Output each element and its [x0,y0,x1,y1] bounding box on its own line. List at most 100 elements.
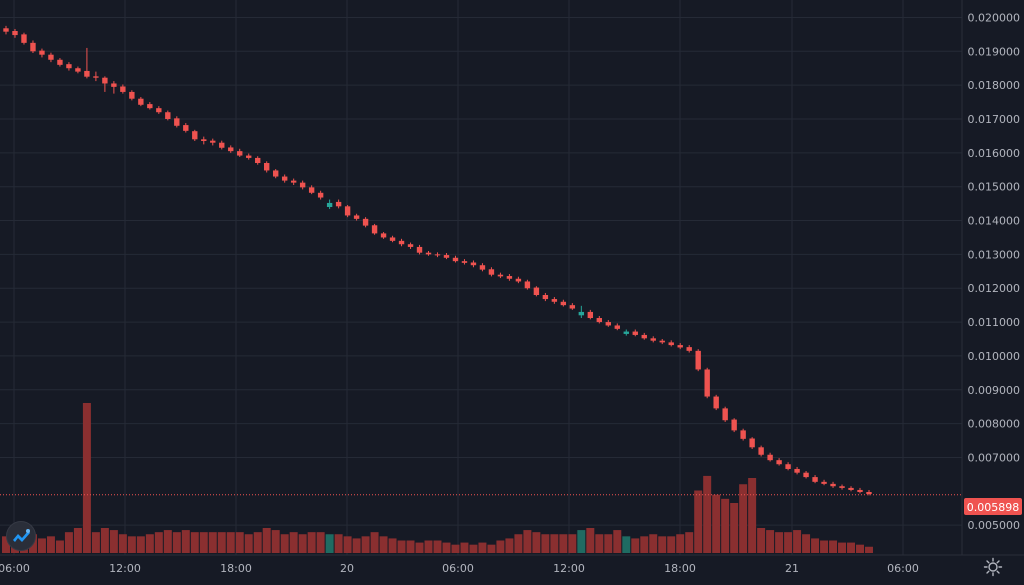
time-axis[interactable]: 06:00 12:00 18:00 20 06:00 12:00 18:00 21 06:00 [0,562,919,575]
candle-body [857,489,863,492]
last-price-tag: 0.005898 [964,498,1022,515]
volume-bar [658,536,667,553]
volume-bar [460,542,469,553]
volume-bar [289,532,298,553]
volume-bar [397,540,406,553]
candle-body [506,276,513,279]
candle-body [605,322,611,326]
volume-bar [604,534,613,553]
candle-body [722,408,728,421]
candle-body [30,42,36,52]
volume-bar [811,538,820,553]
price-tick-label: 0.017000 [968,113,1021,126]
candle-body [281,176,288,181]
volume-bar [550,534,559,553]
volume-bar [46,536,55,553]
volume-bar [361,536,370,553]
candle-body [632,331,638,335]
price-tick-label: 0.011000 [968,316,1021,329]
time-tick-label: 06:00 [887,562,919,575]
candle-body [650,338,656,341]
candle-body [129,91,135,99]
candle-body [704,369,710,397]
candle-body [335,201,342,207]
volume-bar [865,546,873,553]
price-tick-label: 0.019000 [968,45,1021,58]
candle-body [344,206,351,216]
candle-body [264,163,270,171]
price-tick-label: 0.016000 [968,147,1021,160]
volume-bar [505,538,514,553]
time-tick-label: 12:00 [553,562,585,575]
volume-bar [829,540,838,553]
volume-bar [784,532,793,553]
price-tick-label: 0.015000 [968,181,1021,194]
candle-body [794,468,800,473]
candle-body [659,340,665,343]
candle-body [641,334,647,339]
volume-bar [478,542,487,553]
candle-body [569,305,576,309]
volume-bar [694,490,703,553]
price-tick-label: 0.007000 [968,451,1021,464]
candle-body [803,472,809,478]
volume-bar [532,532,541,553]
candle-body [812,477,818,482]
price-tick-label: 0.013000 [968,248,1021,261]
price-axis[interactable]: 0.020000 0.019000 0.018000 0.017000 0.016000… [968,11,1021,532]
volume-bar [793,530,802,553]
candle-body [425,252,432,255]
volume-bar [163,530,172,553]
volume-bar [217,532,226,553]
candle-body [488,269,495,275]
volume-bar [145,534,154,553]
candle-body [596,318,603,323]
volume-bar [307,532,316,553]
volume-bar [775,532,784,553]
volume-bar [496,540,505,553]
candle-body [677,345,683,348]
candle-body [407,244,414,247]
volume-bar [442,542,451,553]
volume-bar [262,528,271,553]
volume-bar [541,534,550,553]
volume-bar [685,532,694,553]
gear-icon[interactable] [982,556,1004,578]
volume-bar [766,530,775,553]
candle-body [524,281,531,289]
candle-body [578,311,585,316]
candle-body [219,142,225,148]
volume-bar [109,530,118,553]
candle-body [165,112,171,119]
candle-body [515,278,522,282]
volume-bar [253,532,262,553]
candle-body [147,104,153,109]
volume-bar [640,536,649,553]
time-tick-label: 06:00 [0,562,30,575]
price-tick-label: 0.012000 [968,282,1021,295]
volume-bar [613,530,622,553]
candle-body [93,76,99,78]
candle-body [695,350,701,370]
candle-body [138,98,144,105]
price-candles [3,25,872,496]
candle-body [299,182,306,188]
candle-body [246,155,252,158]
volume-bar [712,494,721,553]
volume-bar [154,532,163,553]
volume-bar [316,532,325,553]
volume-bar [568,534,577,553]
candle-body [389,237,396,241]
time-tick-label: 06:00 [442,562,474,575]
price-tick-label: 0.008000 [968,418,1021,431]
candle-body [758,447,764,455]
volume-bar [523,530,532,553]
logo-glyph [13,529,30,542]
tradingview-logo-icon[interactable] [6,521,36,551]
candle-body [452,257,459,262]
candle-body [551,299,558,302]
candle-body [776,460,782,465]
gear-glyph [983,557,1003,577]
volume-bar [388,538,397,553]
